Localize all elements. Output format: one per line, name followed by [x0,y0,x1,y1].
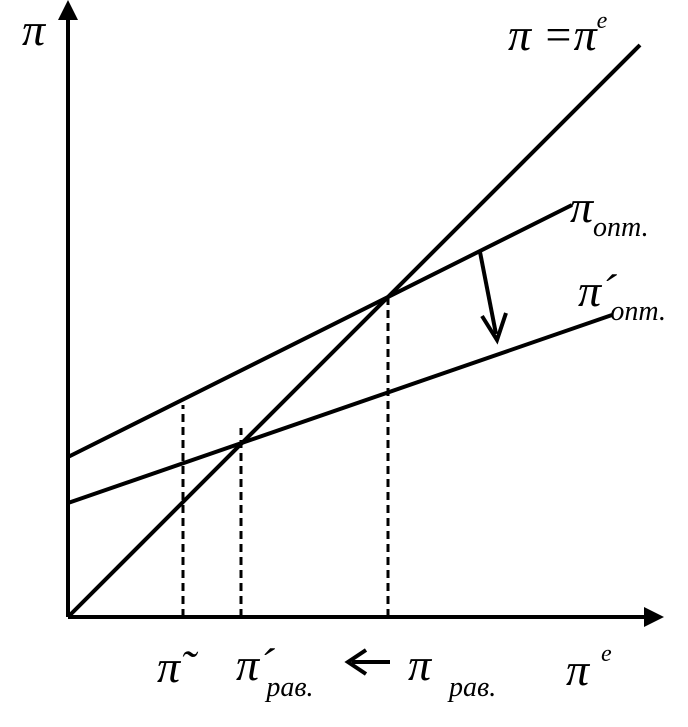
line-label: π´опт. [578,265,666,327]
opt-prime-line [67,313,613,505]
line-label: π =πe [508,8,608,60]
shift-arrowhead [480,312,508,345]
diagonal-line [66,43,642,619]
x-mark-label: π рав. [408,639,496,703]
move-arrowhead [344,648,368,676]
shift-arrow [478,251,498,335]
x-mark-label: π´рав. [236,639,314,703]
opt-line [67,203,573,459]
x-mark-label: π̃ [157,641,199,692]
y-axis-label: π [22,4,47,55]
y-axis-arrow [58,0,78,20]
line-label: πопт. [570,181,649,243]
x-axis-arrow [644,607,664,627]
